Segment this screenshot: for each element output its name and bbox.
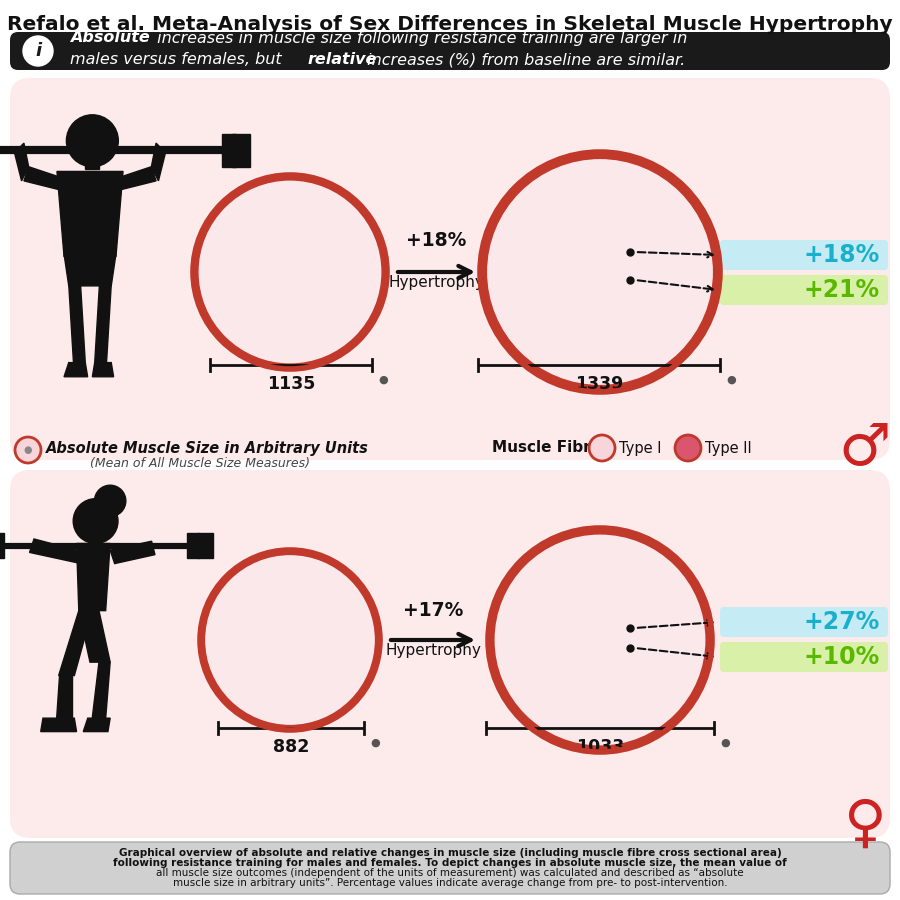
Polygon shape [93, 363, 113, 377]
Polygon shape [76, 544, 110, 610]
Text: +21%: +21% [804, 278, 880, 302]
Text: +18%: +18% [406, 231, 466, 250]
Text: following resistance training for males and females. To depict changes in absolu: following resistance training for males … [113, 858, 787, 868]
Text: Hypertrophy: Hypertrophy [388, 275, 484, 290]
Text: Type I: Type I [619, 440, 662, 455]
FancyBboxPatch shape [720, 607, 888, 637]
Text: all muscle size outcomes (independent of the units of measurement) was calculate: all muscle size outcomes (independent of… [157, 868, 743, 878]
Text: i: i [35, 42, 41, 60]
Text: Refalo et al. Meta-Analysis of Sex Differences in Skeletal Muscle Hypertrophy: Refalo et al. Meta-Analysis of Sex Diffe… [7, 15, 893, 34]
Polygon shape [64, 363, 87, 377]
Text: 1033: 1033 [576, 738, 624, 756]
Circle shape [488, 160, 712, 384]
Circle shape [480, 152, 720, 392]
Text: increases in muscle size following resistance training are larger in: increases in muscle size following resis… [152, 31, 688, 46]
Circle shape [73, 499, 118, 544]
Text: (Mean of All Muscle Size Measures): (Mean of All Muscle Size Measures) [90, 457, 310, 471]
FancyBboxPatch shape [720, 642, 888, 672]
Text: males versus females, but: males versus females, but [70, 52, 287, 68]
Text: 882: 882 [273, 738, 310, 756]
Polygon shape [110, 541, 155, 563]
Bar [187, 534, 199, 558]
Polygon shape [30, 539, 81, 563]
Polygon shape [118, 166, 156, 190]
Text: ●: ● [726, 375, 736, 385]
Polygon shape [151, 143, 166, 181]
Polygon shape [57, 676, 72, 720]
Polygon shape [14, 143, 29, 181]
Text: 1339: 1339 [575, 375, 623, 393]
Circle shape [495, 536, 705, 744]
Text: ♀: ♀ [843, 796, 886, 852]
Circle shape [488, 528, 712, 752]
Text: Graphical overview of absolute and relative changes in muscle size (including mu: Graphical overview of absolute and relat… [119, 848, 781, 858]
Text: +10%: +10% [804, 645, 880, 669]
Text: ●: ● [378, 375, 388, 385]
Polygon shape [79, 610, 110, 662]
FancyBboxPatch shape [10, 470, 890, 838]
Circle shape [15, 437, 41, 463]
Bar [197, 534, 213, 558]
Text: increases (%) from baseline are similar.: increases (%) from baseline are similar. [362, 52, 685, 68]
Text: ●: ● [23, 445, 32, 455]
Text: +18%: +18% [804, 243, 880, 267]
Text: +27%: +27% [804, 610, 880, 634]
Circle shape [675, 435, 701, 461]
Circle shape [206, 556, 374, 725]
Text: ●: ● [720, 738, 730, 748]
Text: muscle size in arbitrary units”. Percentage values indicate average change from : muscle size in arbitrary units”. Percent… [173, 878, 727, 888]
Text: ♂: ♂ [839, 419, 891, 476]
Polygon shape [92, 662, 110, 718]
Polygon shape [24, 166, 62, 190]
Circle shape [67, 115, 118, 166]
Bar [86, 143, 99, 169]
Circle shape [193, 175, 387, 369]
FancyBboxPatch shape [10, 78, 890, 460]
Text: Muscle Fibres:: Muscle Fibres: [492, 440, 616, 455]
Polygon shape [57, 171, 123, 256]
Polygon shape [64, 254, 116, 286]
FancyBboxPatch shape [10, 32, 890, 70]
Polygon shape [40, 718, 76, 732]
Bar [222, 134, 237, 166]
Polygon shape [68, 284, 86, 363]
Text: 1135: 1135 [266, 375, 315, 393]
Text: Absolute Muscle Size in Arbitrary Units: Absolute Muscle Size in Arbitrary Units [46, 440, 369, 455]
FancyBboxPatch shape [720, 275, 888, 305]
Text: relative: relative [308, 52, 377, 68]
Polygon shape [58, 610, 92, 676]
Polygon shape [94, 284, 112, 363]
Circle shape [589, 435, 615, 461]
Circle shape [199, 181, 381, 363]
Text: Absolute: Absolute [70, 31, 149, 46]
Circle shape [94, 485, 126, 517]
FancyBboxPatch shape [10, 842, 890, 894]
Circle shape [23, 36, 53, 66]
Text: Hypertrophy: Hypertrophy [385, 643, 481, 658]
Bar [231, 134, 250, 166]
Circle shape [200, 550, 380, 730]
FancyBboxPatch shape [720, 240, 888, 270]
Text: Type II: Type II [705, 440, 752, 455]
Text: +17%: +17% [403, 601, 464, 620]
Polygon shape [84, 718, 110, 732]
Text: ●: ● [370, 738, 380, 748]
Bar [0, 534, 4, 558]
